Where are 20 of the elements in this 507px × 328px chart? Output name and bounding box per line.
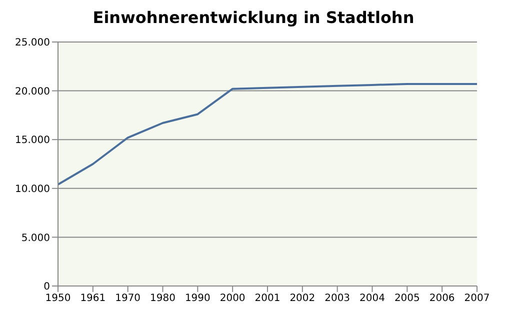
x-tick-label: 2002 [290, 293, 316, 304]
y-tick-label: 5.000 [21, 232, 50, 244]
x-tick-label: 2007 [464, 293, 490, 304]
x-tick-label: 1950 [45, 293, 71, 304]
x-tick-label: 2003 [324, 293, 350, 304]
x-tick-label: 1980 [150, 293, 176, 304]
y-tick-label: 25.000 [15, 38, 50, 49]
y-tick-label: 0 [44, 282, 50, 293]
chart-title: Einwohnerentwicklung in Stadtlohn [92, 8, 416, 29]
x-tick-label: 2006 [429, 293, 455, 304]
x-tick-label: 2005 [394, 293, 420, 304]
y-tick-label: 15.000 [15, 135, 50, 146]
x-tick-label: 2001 [254, 293, 280, 304]
y-tick-label: 20.000 [15, 86, 50, 98]
x-tick-label: 1970 [115, 293, 141, 304]
x-tick-label: 2000 [220, 293, 246, 304]
x-tick-label: 2004 [360, 293, 385, 304]
x-tick-label: 1990 [184, 293, 210, 304]
x-tick-label: 1961 [80, 293, 106, 304]
y-tick-label: 10.000 [15, 184, 50, 195]
